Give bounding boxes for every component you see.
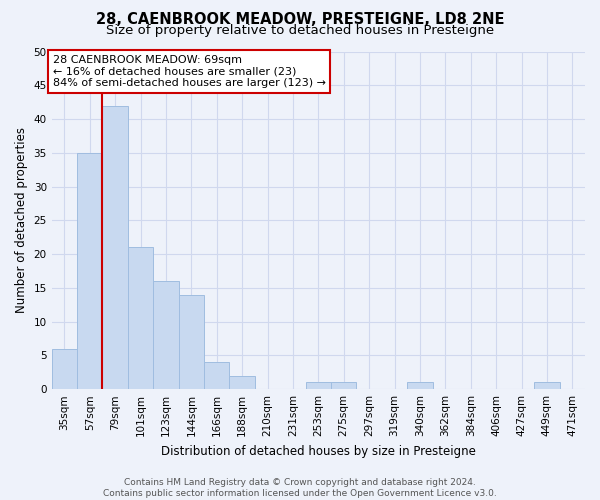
Bar [407,382,433,389]
Bar [305,382,331,389]
Bar [153,281,179,389]
Bar [77,153,103,389]
X-axis label: Distribution of detached houses by size in Presteigne: Distribution of detached houses by size … [161,444,476,458]
Text: Contains HM Land Registry data © Crown copyright and database right 2024.
Contai: Contains HM Land Registry data © Crown c… [103,478,497,498]
Bar [204,362,229,389]
Text: Size of property relative to detached houses in Presteigne: Size of property relative to detached ho… [106,24,494,37]
Bar [229,376,255,389]
Bar [103,106,128,389]
Text: 28, CAENBROOK MEADOW, PRESTEIGNE, LD8 2NE: 28, CAENBROOK MEADOW, PRESTEIGNE, LD8 2N… [96,12,504,28]
Bar [52,348,77,389]
Bar [534,382,560,389]
Text: 28 CAENBROOK MEADOW: 69sqm
← 16% of detached houses are smaller (23)
84% of semi: 28 CAENBROOK MEADOW: 69sqm ← 16% of deta… [53,55,326,88]
Bar [331,382,356,389]
Y-axis label: Number of detached properties: Number of detached properties [15,128,28,314]
Bar [128,248,153,389]
Bar [179,294,204,389]
